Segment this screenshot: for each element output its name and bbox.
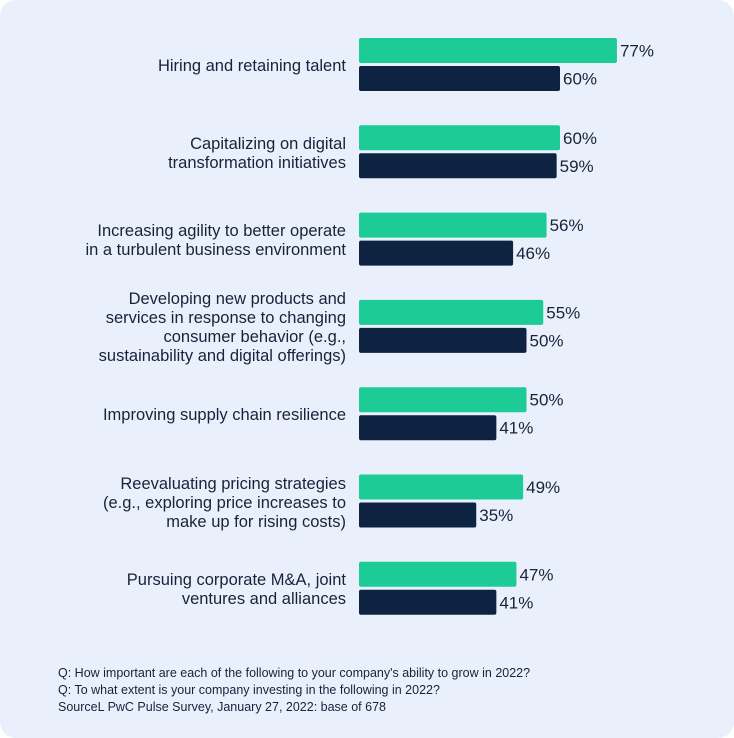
category-label: Developing new products and services in … bbox=[98, 290, 346, 366]
category-label: Increasing agility to better operate in … bbox=[85, 222, 347, 260]
category-label: Improving supply chain resilience bbox=[102, 406, 346, 425]
data-label: 60% bbox=[563, 70, 597, 89]
importance-bar bbox=[359, 125, 560, 151]
data-label: 59% bbox=[560, 157, 594, 176]
importance-bar bbox=[359, 561, 517, 587]
footnote-importance-question: Q: How important are each of the followi… bbox=[58, 666, 531, 680]
importance-bar bbox=[359, 387, 527, 413]
importance-bar bbox=[359, 299, 544, 325]
category-label: Reevaluating pricing strategies (e.g., e… bbox=[102, 474, 346, 531]
footnote-investing-question: Q: To what extent is your company invest… bbox=[58, 683, 440, 697]
data-label: 60% bbox=[563, 129, 597, 148]
footnote-source: SourceL PwC Pulse Survey, January 27, 20… bbox=[58, 700, 386, 714]
data-label: 46% bbox=[516, 244, 550, 263]
category-label: Capitalizing on digital transformation i… bbox=[168, 134, 346, 172]
investing-bar bbox=[359, 153, 557, 179]
investing-bar bbox=[359, 66, 560, 91]
category-label: Hiring and retaining talent bbox=[157, 57, 346, 75]
importance-bar bbox=[359, 212, 547, 238]
category-label: Pursuing corporate M&A, joint ventures a… bbox=[126, 571, 346, 609]
data-label: 50% bbox=[530, 331, 564, 350]
data-label: 41% bbox=[499, 419, 533, 438]
investing-bar bbox=[359, 502, 477, 528]
investing-bar bbox=[359, 327, 527, 353]
investing-bar bbox=[359, 589, 497, 615]
data-label: 47% bbox=[519, 565, 553, 584]
importance-bar bbox=[359, 38, 617, 63]
data-label: 41% bbox=[499, 593, 533, 612]
data-label: 49% bbox=[526, 478, 560, 497]
importance-bar bbox=[359, 474, 524, 500]
data-label: 77% bbox=[620, 42, 654, 61]
data-label: 50% bbox=[530, 391, 564, 410]
data-label: 56% bbox=[550, 216, 584, 235]
investing-bar bbox=[359, 415, 497, 441]
data-label: 55% bbox=[546, 303, 580, 322]
footnotes: Q: How important are each of the followi… bbox=[58, 665, 530, 716]
investing-bar bbox=[359, 240, 514, 266]
data-label: 35% bbox=[479, 506, 513, 525]
